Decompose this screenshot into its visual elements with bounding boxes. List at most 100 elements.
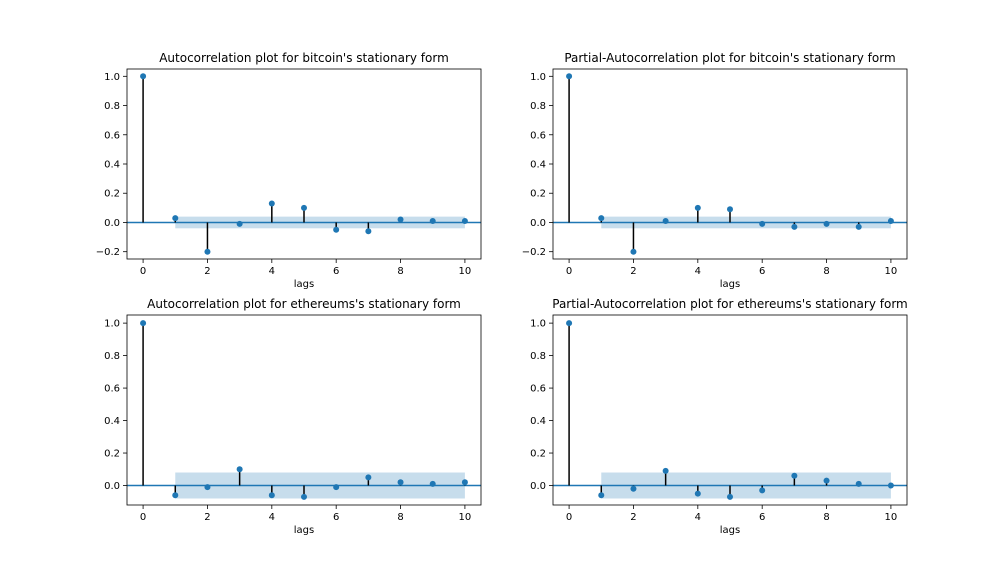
y-tick-label: 0.4 [104,160,120,171]
data-point [268,492,275,499]
y-tick-label: 0.6 [104,130,120,141]
data-point [727,493,733,500]
x-tick-label: 0 [140,512,146,523]
data-point [598,215,605,222]
data-point [333,226,340,233]
data-point [397,479,404,486]
x-axis-label: lags [294,279,314,290]
y-tick-label: 0.8 [104,351,120,362]
x-tick-label: 2 [204,266,210,277]
data-point [566,73,573,80]
y-tick-label: 0.2 [104,449,120,460]
data-point [365,228,372,235]
y-tick-label: 1.0 [104,72,120,83]
data-point [887,218,894,224]
x-tick-label: 2 [204,512,210,523]
y-tick-label: −0.2 [96,247,120,258]
x-tick-label: 6 [333,512,339,523]
pacf-bitcoin-panel: Partial-Autocorrelation plot for bitcoin… [522,51,908,290]
data-point [630,248,637,255]
x-tick-label: 8 [397,266,403,277]
data-point [301,204,307,211]
x-tick-label: 10 [459,266,472,277]
x-tick-label: 8 [397,512,403,523]
data-point [236,220,243,227]
data-point [172,492,179,499]
data-point [236,466,243,473]
y-tick-label: 1.0 [530,319,546,330]
data-point [694,204,701,211]
data-point [429,218,436,224]
x-axis-label: lags [720,279,740,290]
data-point [823,220,830,227]
axes-frame [552,314,908,506]
data-point [333,484,340,491]
acf-ethereum-panel: Autocorrelation plot for ethereums's sta… [104,297,482,536]
data-point [140,320,147,327]
y-tick-label: 0.8 [104,101,120,112]
axes-frame [126,314,482,506]
chart-title: Partial-Autocorrelation plot for ethereu… [552,297,908,311]
data-point [759,487,766,494]
data-point [727,206,733,213]
x-tick-label: 2 [630,512,636,523]
x-axis-label: lags [294,525,314,536]
data-point [662,467,669,474]
x-tick-label: 4 [695,266,701,277]
y-tick-label: 0.8 [530,351,546,362]
x-tick-label: 2 [630,266,636,277]
data-point [887,482,894,489]
data-point [172,215,179,222]
data-point [397,216,404,223]
data-point [461,218,468,224]
acf-bitcoin-panel: Autocorrelation plot for bitcoin's stati… [96,51,482,290]
data-point [694,490,701,497]
data-point [662,218,669,224]
data-point [855,223,862,230]
x-tick-label: 4 [695,512,701,523]
chart-title: Partial-Autocorrelation plot for bitcoin… [564,51,895,65]
chart-title: Autocorrelation plot for bitcoin's stati… [159,51,449,65]
x-tick-label: 4 [269,512,275,523]
x-axis-label: lags [720,525,740,536]
y-tick-label: 0.0 [104,481,120,492]
data-point [301,493,307,500]
data-point [204,248,211,255]
y-tick-label: 0.8 [530,101,546,112]
y-tick-label: 0.4 [530,160,546,171]
data-point [823,477,830,484]
data-point [566,320,573,327]
data-point [598,492,605,499]
x-tick-label: 0 [566,266,572,277]
y-tick-label: 0.4 [104,416,120,427]
y-tick-label: 0.6 [530,384,546,395]
y-tick-label: 1.0 [104,319,120,330]
x-tick-label: 10 [459,512,472,523]
y-tick-label: 1.0 [530,72,546,83]
data-point [140,73,147,80]
data-point [429,480,436,487]
y-tick-label: 0.0 [104,218,120,229]
x-tick-label: 8 [823,512,829,523]
x-tick-label: 10 [885,512,898,523]
x-tick-label: 0 [566,512,572,523]
pacf-ethereum-panel: Partial-Autocorrelation plot for ethereu… [530,297,908,536]
data-point [791,472,798,479]
chart-title: Autocorrelation plot for ethereums's sta… [147,297,461,311]
y-tick-label: 0.2 [530,189,546,200]
y-tick-label: 0.0 [530,218,546,229]
x-tick-label: 4 [269,266,275,277]
x-tick-label: 6 [759,266,765,277]
y-tick-label: 0.6 [530,130,546,141]
data-point [461,479,468,486]
data-point [365,474,372,481]
x-tick-label: 6 [759,512,765,523]
data-point [204,484,211,491]
y-tick-label: 0.6 [104,384,120,395]
data-point [855,480,862,487]
data-point [630,485,637,492]
x-tick-label: 0 [140,266,146,277]
y-tick-label: 0.0 [530,481,546,492]
